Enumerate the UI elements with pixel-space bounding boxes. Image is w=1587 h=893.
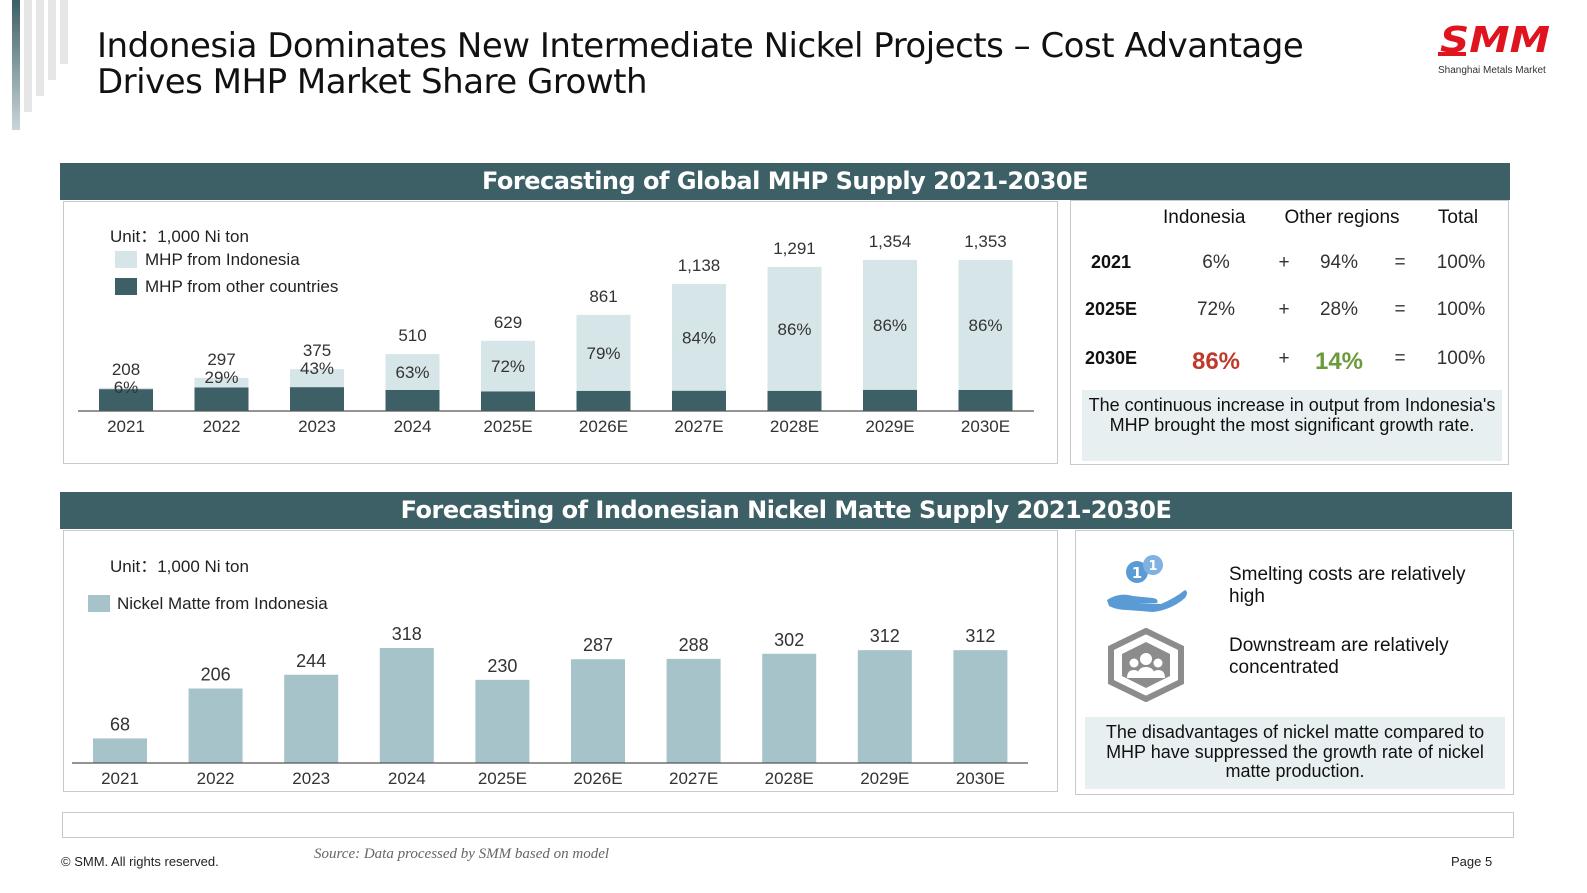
table-header: Total [1437,207,1479,228]
decorative-stripe-5 [60,0,68,64]
matte-note-text: The disadvantages of nickel matte compar… [1105,722,1485,781]
table-cell-other: 94% [1319,252,1359,273]
matte-banner: Forecasting of Indonesian Nickel Matte S… [60,492,1512,529]
page-title: Indonesia Dominates New Intermediate Nic… [97,26,1304,102]
matte-chart-panel [63,530,1058,792]
coins-in-hand-icon: 1 1 [1107,555,1187,612]
table-cell-plus: + [1278,348,1290,369]
page-number: Page 5 [1451,854,1493,869]
table-cell-other: 14% [1314,348,1364,375]
table-cell-indonesia: 86% [1191,348,1241,375]
table-cell-equals: = [1394,348,1406,369]
decorative-stripe-1 [12,0,20,130]
table-row-year: 2025E [1084,299,1138,319]
table-header: Indonesia [1163,207,1246,228]
feature-smelting-cost: Smelting costs are relatively high [1229,564,1466,607]
table-cell-total: 100% [1436,252,1486,273]
group-hexagon-icon [1108,628,1184,702]
table-cell-equals: = [1394,252,1406,273]
table-cell-indonesia: 72% [1196,299,1236,320]
mhp-chart-panel [63,201,1058,464]
table-cell-total: 100% [1436,348,1486,369]
table-row-year: 2021 [1090,252,1132,272]
footer-empty-box [62,812,1514,838]
decorative-stripe-4 [48,0,56,80]
table-cell-plus: + [1278,299,1290,320]
decorative-stripe-2 [24,0,32,112]
feature-downstream-concentrated: Downstream are relatively concentrated [1229,635,1449,678]
mhp-note: The continuous increase in output from I… [1082,390,1502,461]
table-header: Other regions [1284,207,1400,228]
table-cell-other: 28% [1319,299,1359,320]
svg-text:SMM: SMM [1440,22,1550,60]
table-cell-total: 100% [1436,299,1486,320]
smm-logo-mark: SMM [1438,22,1550,60]
table-cell-indonesia: 6% [1202,252,1230,273]
table-cell-plus: + [1278,252,1290,273]
logo-subtitle: Shanghai Metals Market [1438,65,1546,76]
decorative-stripe-3 [36,0,44,96]
mhp-banner-title: Forecasting of Global MHP Supply 2021-20… [481,167,1089,195]
mhp-note-text: The continuous increase in output from I… [1088,395,1496,435]
source-note: Source: Data processed by SMM based on m… [314,846,610,862]
copyright: © SMM. All rights reserved. [61,854,219,869]
matte-banner-title: Forecasting of Indonesian Nickel Matte S… [400,496,1172,524]
svg-text:1: 1 [1132,564,1142,582]
table-row-year: 2030E [1084,348,1138,368]
table-cell-equals: = [1394,299,1406,320]
svg-text:1: 1 [1148,559,1157,574]
matte-note: The disadvantages of nickel matte compar… [1085,717,1505,789]
mhp-banner: Forecasting of Global MHP Supply 2021-20… [60,163,1510,200]
